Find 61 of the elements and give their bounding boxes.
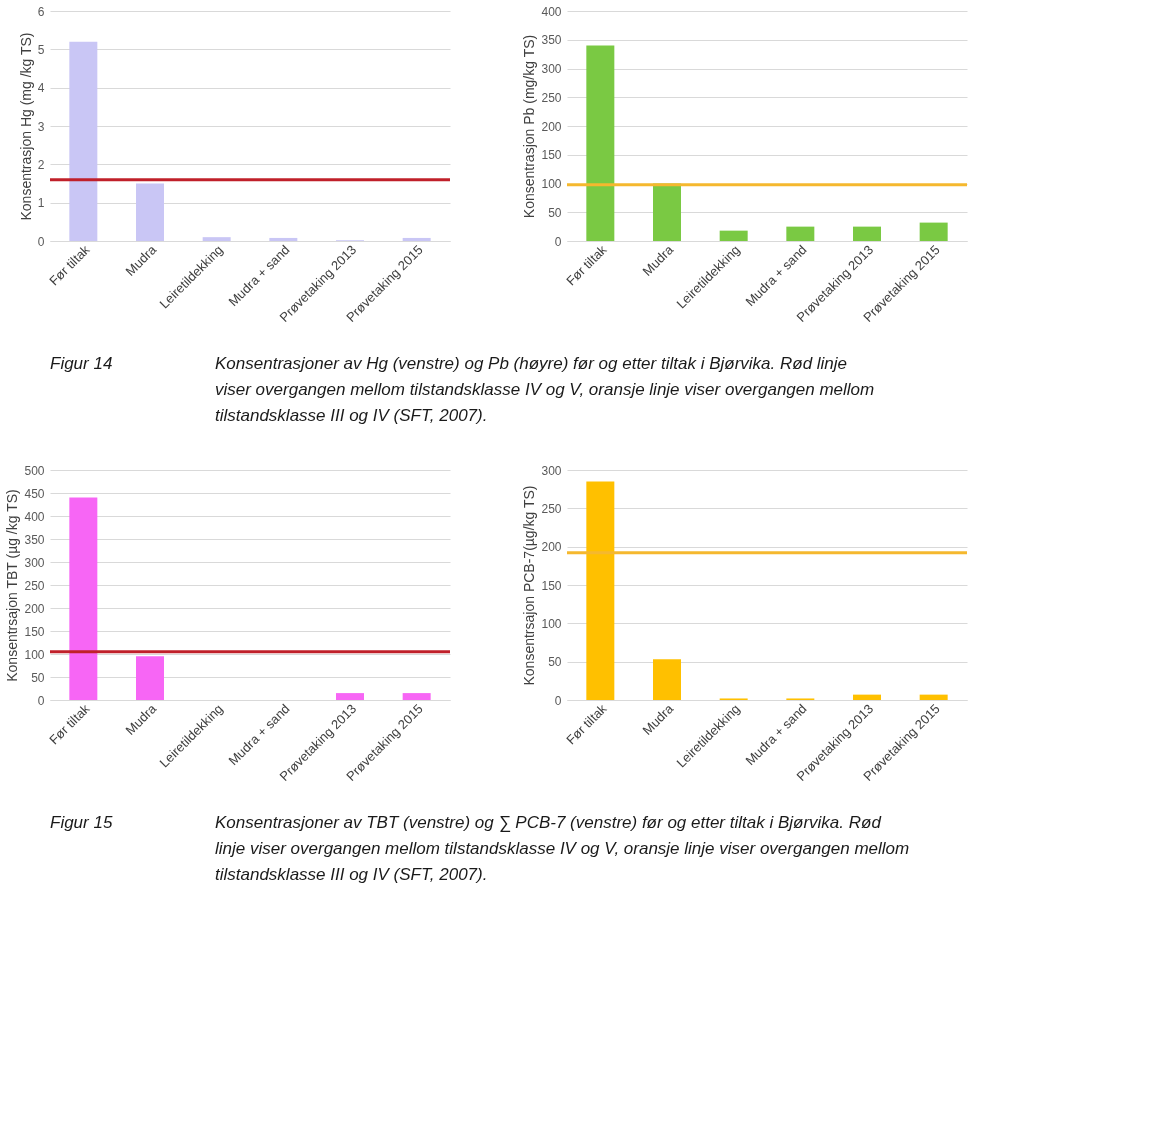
bar [336,693,364,700]
y-tick-label: 150 [541,148,562,163]
bar [653,659,681,700]
bar [853,226,881,241]
bar [69,497,98,700]
y-tick-label: 100 [541,177,562,191]
y-tick-label: 300 [24,555,45,570]
y-axis-title: Konsentrsajon PCB-7(µg/kg TS) [521,485,538,686]
y-tick-label: 250 [24,578,45,593]
y-tick-label: 500 [24,463,45,478]
y-tick-label: 6 [37,4,45,19]
bar [919,694,948,700]
y-tick-label: 300 [541,463,562,478]
y-tick-label: 150 [24,624,45,639]
y-tick-label: 250 [541,501,562,516]
bar [136,656,164,700]
y-tick-label: 350 [24,532,45,547]
bar [919,222,948,241]
y-tick-label: 450 [24,486,45,501]
text: Konsentrasjoner av TBT (venstre) og ∑ PCB-7 (venstre) før og etter tiltak i Bjørvika. Rød linje viser overgangen mellom tilstandsklasse IV og V, oransje linje viser overgangen mellom tilstandsklasse III og IV (SFT, 2007). [215,813,910,884]
y-tick-label: 250 [541,90,562,105]
y-tick-label: 4 [37,81,45,96]
bar [719,230,748,241]
bar [69,41,98,241]
bar [136,183,164,241]
y-tick-label: 200 [24,601,45,616]
y-tick-label: 0 [554,234,562,249]
y-tick-label: 200 [541,119,562,134]
text: Konsentrasjoner av Hg (venstre) og Pb (høyre) før og etter tiltak i Bjørvika. Rød linje viser overgangen mellom tilstandsklasse IV og V, oransje linje viser overgangen mellom tilstandsklasse III og IV (SFT, 2007). [215,354,875,425]
bar [402,237,431,241]
bar [402,693,431,700]
y-tick-label: 5 [37,42,45,57]
bar [586,45,615,241]
bar [202,237,231,241]
bar [269,237,298,241]
y-tick-label: 50 [548,655,562,670]
y-tick-label: 100 [24,647,45,662]
y-tick-label: 400 [24,509,45,524]
y-tick-label: 400 [541,4,562,19]
y-tick-label: 350 [541,33,562,48]
y-tick-label: 1 [37,196,45,211]
y-tick-label: 50 [31,670,45,685]
text: Figur 14 [50,354,113,373]
y-tick-label: 50 [548,205,562,220]
y-tick-label: 300 [541,62,562,76]
y-tick-label: 100 [541,616,562,631]
y-tick-label: 3 [37,119,45,134]
y-tick-label: 2 [37,157,45,172]
bar [653,183,681,241]
y-tick-label: 200 [541,540,562,555]
y-axis-title: Konsentrasjon Hg (mg /kg TS) [17,32,34,221]
y-tick-label: 0 [37,234,45,249]
bar [853,694,881,700]
y-tick-label: 0 [37,693,45,708]
y-tick-label: 0 [554,693,562,708]
text: Figur 15 [50,813,113,832]
bar [786,226,815,241]
bar [586,481,615,700]
y-tick-label: 150 [541,578,562,593]
y-axis-title: Konsentrasjon Pb (mg/kg TS) [521,34,538,219]
y-axis-title: Konsentrsajon TBT (µg /kg TS) [4,489,21,682]
